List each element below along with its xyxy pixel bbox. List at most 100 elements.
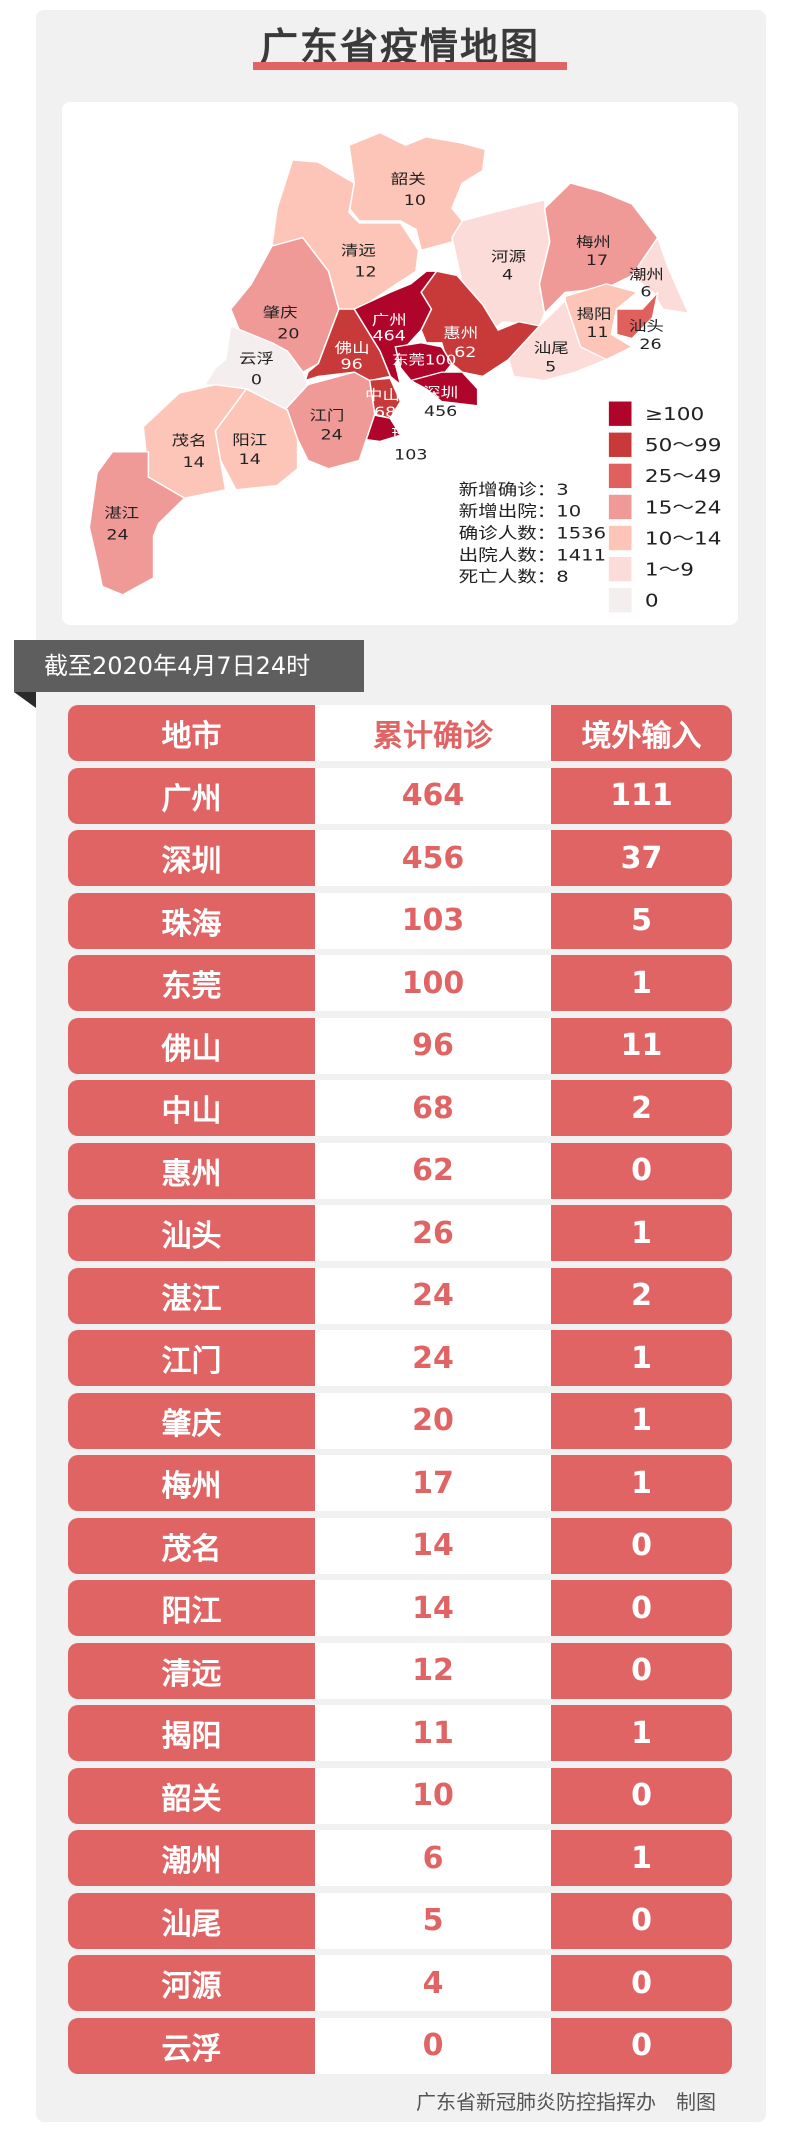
map-region-value: 26 (639, 336, 661, 353)
city-cell: 深圳 (68, 830, 315, 886)
imported-cases-cell: 1 (551, 1705, 732, 1761)
column-header: 地市 (68, 705, 315, 761)
total-confirmed-cell: 14 (315, 1580, 551, 1636)
map-region-value: 14 (239, 451, 261, 468)
legend-label: 10～14 (645, 528, 722, 549)
map-region-name: 珠海 (391, 425, 426, 442)
city-cell: 韶关 (68, 1767, 315, 1824)
map-region-value: 11 (586, 324, 608, 341)
city-cell: 汕尾 (68, 1892, 315, 1949)
imported-cases-cell: 0 (551, 1142, 732, 1199)
table-row: 佛山 96 11 (68, 1017, 732, 1074)
imported-cases-cell: 0 (551, 1767, 732, 1824)
total-confirmed-cell: 12 (315, 1642, 551, 1699)
map-region-name: 韶关 (391, 170, 426, 187)
date-banner: 截至2020年4月7日24时 (14, 640, 364, 692)
map-region-value: 0 (251, 371, 262, 388)
map-region-value: 456 (424, 402, 457, 419)
imported-cases-cell: 5 (551, 892, 732, 949)
map-region-value: 96 (341, 356, 363, 373)
legend-swatch (608, 588, 632, 613)
map-region-label: 东莞100 (392, 352, 456, 368)
table-header-row: 地市 累计确诊 境外输入 (68, 705, 732, 761)
city-cell: 珠海 (68, 892, 315, 949)
legend-swatch (608, 556, 632, 582)
city-cell: 阳江 (68, 1580, 315, 1636)
legend-swatch (608, 432, 632, 457)
legend-swatch (608, 525, 632, 551)
map-region (507, 299, 608, 382)
map-region-name: 肇庆 (263, 304, 298, 321)
total-confirmed-cell: 4 (315, 1955, 551, 2011)
map-region-name: 深圳 (423, 384, 458, 401)
total-confirmed-cell: 26 (315, 1205, 551, 1261)
stat-line: 确诊人数：1536 (459, 524, 606, 543)
table-row: 潮州 6 1 (68, 1830, 732, 1886)
total-confirmed-cell: 20 (315, 1392, 551, 1449)
map-region-name: 汕头 (629, 318, 664, 335)
city-cell: 梅州 (68, 1455, 315, 1511)
city-cell: 河源 (68, 1955, 315, 2011)
legend-label: 15～24 (645, 497, 722, 518)
legend-swatch (608, 463, 632, 489)
stat-line: 出院人数：1411 (459, 546, 606, 565)
city-cell: 湛江 (68, 1267, 315, 1324)
map-region (348, 131, 487, 252)
table-row: 汕尾 5 0 (68, 1892, 732, 1949)
stat-line: 死亡人数：8 (459, 568, 569, 587)
map-region-value: 5 (545, 358, 556, 375)
table-row: 阳江 14 0 (68, 1580, 732, 1636)
legend-label: 50～99 (645, 435, 722, 456)
table-row: 珠海 103 5 (68, 892, 732, 949)
total-confirmed-cell: 6 (315, 1830, 551, 1886)
total-confirmed-cell: 62 (315, 1142, 551, 1199)
map-region-name: 茂名 (172, 432, 207, 449)
city-cell: 清远 (68, 1642, 315, 1699)
footer-credit: 广东省新冠肺炎防控指挥办 制图 (416, 2090, 716, 2114)
map-region-value: 14 (183, 454, 205, 471)
map-region-name: 揭阳 (576, 306, 611, 323)
city-cell: 惠州 (68, 1142, 315, 1199)
map-region-name: 清远 (341, 242, 376, 259)
map-region (88, 451, 186, 596)
map-region (631, 236, 690, 315)
legend-swatch (608, 494, 632, 520)
table-row: 惠州 62 0 (68, 1142, 732, 1199)
stat-line: 新增出院：10 (459, 502, 581, 521)
legend-label: 25～49 (645, 466, 722, 487)
imported-cases-cell: 2 (551, 1080, 732, 1136)
imported-cases-cell: 1 (551, 1330, 732, 1386)
total-confirmed-cell: 0 (315, 2017, 551, 2074)
imported-cases-cell: 11 (551, 1017, 732, 1074)
map-region-value: 62 (454, 344, 476, 361)
table-row: 河源 4 0 (68, 1955, 732, 2011)
title-underline (253, 62, 567, 70)
imported-cases-cell: 1 (551, 1455, 732, 1511)
city-cell: 汕头 (68, 1205, 315, 1261)
map-region-value: 10 (404, 192, 426, 209)
map-region (394, 342, 453, 382)
map-region-name: 江门 (309, 407, 344, 424)
map-region (615, 291, 659, 340)
table-row: 湛江 24 2 (68, 1267, 732, 1324)
table-row: 茂名 14 0 (68, 1517, 732, 1574)
map-region-name: 惠州 (443, 325, 478, 342)
city-cell: 揭阳 (68, 1705, 315, 1761)
imported-cases-cell: 37 (551, 830, 732, 886)
page-title: 广东省疫情地图 (259, 25, 540, 69)
map-region (409, 371, 479, 407)
table-row: 肇庆 20 1 (68, 1392, 732, 1449)
total-confirmed-cell: 14 (315, 1517, 551, 1574)
imported-cases-cell: 0 (551, 1955, 732, 2011)
table-row: 中山 68 2 (68, 1080, 732, 1136)
stat-line: 新增确诊：3 (459, 480, 569, 499)
city-cell: 广州 (68, 767, 315, 824)
city-cell: 江门 (68, 1330, 315, 1386)
table-row: 揭阳 11 1 (68, 1705, 732, 1761)
map-region-value: 464 (373, 327, 406, 344)
city-cell: 佛山 (68, 1017, 315, 1074)
map-region-name: 汕尾 (534, 339, 569, 356)
city-cell: 肇庆 (68, 1392, 315, 1449)
city-cell: 云浮 (68, 2017, 315, 2074)
imported-cases-cell: 0 (551, 2017, 732, 2074)
